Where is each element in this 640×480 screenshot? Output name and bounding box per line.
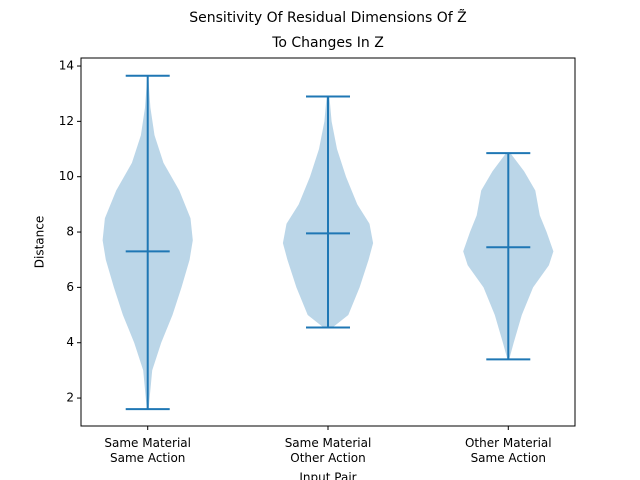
y-tick-label: 12 — [59, 114, 74, 128]
y-tick-label: 8 — [66, 225, 74, 239]
x-tick-label: Same Material Same Action — [104, 436, 191, 465]
chart-title: To Changes In Z — [271, 35, 384, 51]
y-tick-label: 10 — [59, 169, 74, 183]
y-tick-label: 2 — [66, 391, 74, 405]
y-tick-label: 14 — [59, 59, 74, 73]
y-axis-label: Distance — [33, 216, 47, 268]
x-tick-label: Same Material Other Action — [285, 436, 372, 465]
chart-title: Sensitivity Of Residual Dimensions Of Z̃ — [189, 9, 466, 26]
x-axis-label: Input Pair — [299, 471, 356, 480]
y-tick-label: 4 — [66, 335, 74, 349]
y-tick-label: 6 — [66, 280, 74, 294]
x-tick-label: Other Material Same Action — [465, 436, 552, 465]
